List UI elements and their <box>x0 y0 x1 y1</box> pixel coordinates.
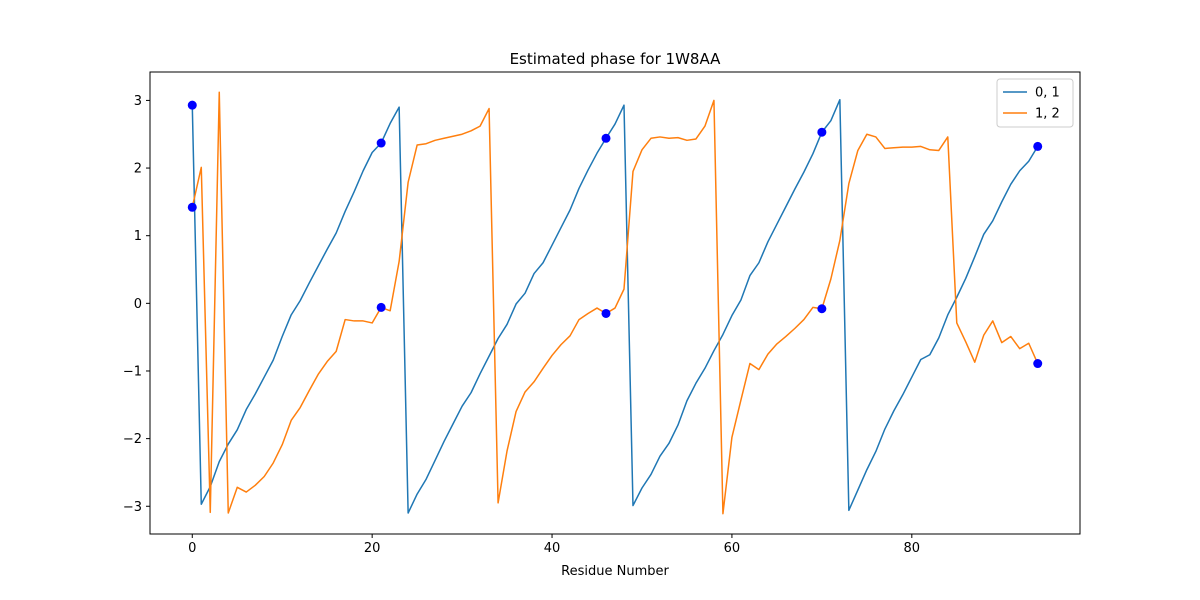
series-line-1 <box>191 98 1039 514</box>
y-tick-label: 1 <box>134 229 142 244</box>
y-tick-label: −1 <box>123 364 142 379</box>
series-line-2 <box>191 91 1039 515</box>
phase-marker <box>817 127 827 137</box>
x-axis: 0 20 40 60 80 <box>188 534 920 556</box>
phase-marker <box>1033 141 1043 151</box>
legend-box <box>996 78 1074 128</box>
phase-marker <box>376 302 386 312</box>
plot-area <box>149 71 1081 535</box>
x-tick-label: 40 <box>544 541 561 556</box>
y-axis: −3 −2 −1 0 1 2 3 <box>123 94 150 515</box>
phase-marker <box>1033 359 1043 369</box>
phase-markers <box>187 100 1043 369</box>
legend-label: 0, 1 <box>1035 86 1060 101</box>
phase-marker <box>817 304 827 314</box>
x-axis-label: Residue Number <box>561 564 669 579</box>
y-tick-label: 2 <box>134 162 142 177</box>
plot-frame <box>149 71 1081 535</box>
x-tick-label: 20 <box>364 541 381 556</box>
x-tick-label: 0 <box>188 541 196 556</box>
y-tick-label: 3 <box>134 94 142 109</box>
series-lines <box>191 91 1039 515</box>
legend-label: 1, 2 <box>1035 107 1060 122</box>
chart-title: Estimated phase for 1W8AA <box>510 50 722 68</box>
x-tick-label: 80 <box>904 541 921 556</box>
phase-marker <box>187 202 197 212</box>
phase-marker <box>601 133 611 143</box>
x-tick-label: 60 <box>724 541 741 556</box>
legend: 0, 1 1, 2 <box>996 78 1074 128</box>
phase-marker <box>601 308 611 318</box>
phase-marker <box>376 138 386 148</box>
phase-marker <box>187 100 197 110</box>
y-tick-label: −2 <box>123 432 142 447</box>
y-tick-label: −3 <box>123 500 142 515</box>
y-tick-label: 0 <box>134 297 142 312</box>
